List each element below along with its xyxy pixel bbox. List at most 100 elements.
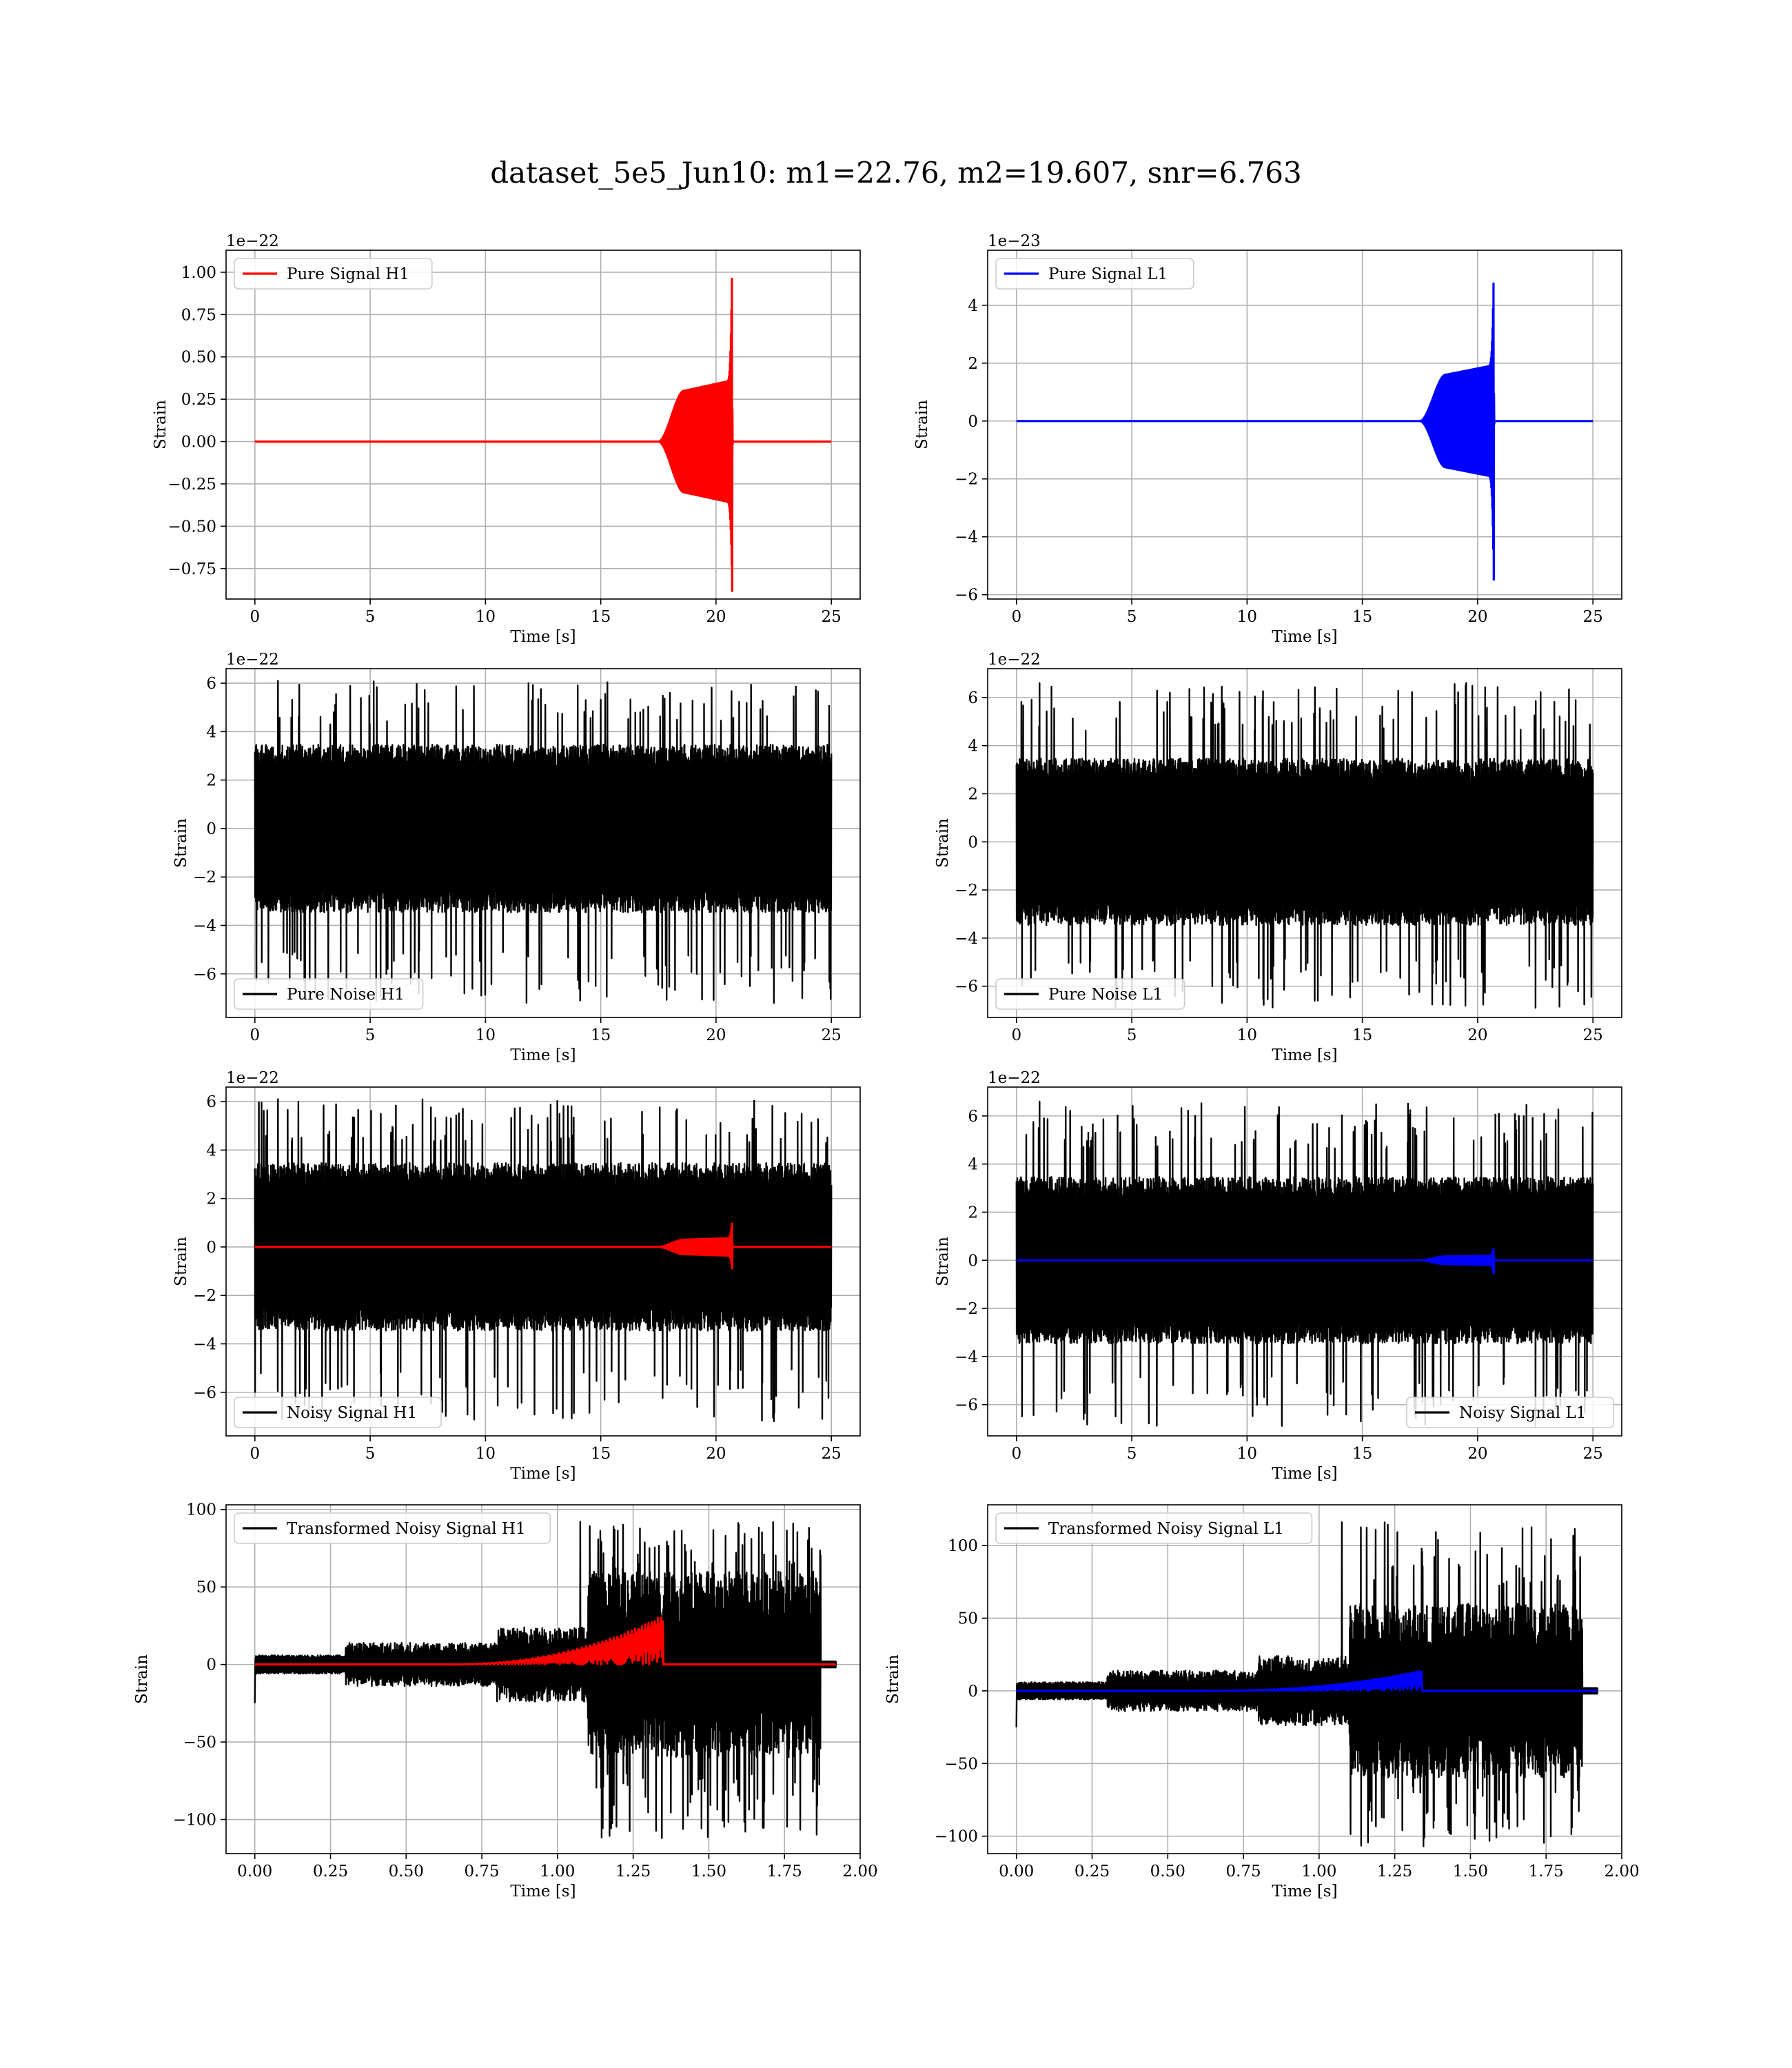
y-tick-label: −100 xyxy=(173,1812,216,1829)
x-tick-label: 15 xyxy=(1352,608,1372,626)
y-tick-label: −4 xyxy=(955,1348,978,1366)
y-tick-label: 4 xyxy=(968,738,978,756)
x-axis-label: Time [s] xyxy=(510,1465,576,1483)
y-tick-label: 6 xyxy=(968,1108,978,1126)
x-tick-label: 20 xyxy=(706,608,726,626)
x-tick-label: 5 xyxy=(365,608,376,626)
axis-offset-text: 1e−22 xyxy=(988,1069,1041,1087)
y-tick-label: 2 xyxy=(968,785,978,803)
y-axis-label: Strain xyxy=(913,400,931,449)
legend-entry: Pure Signal L1 xyxy=(1048,265,1168,283)
x-tick-label: 0 xyxy=(1011,1026,1021,1044)
series-line-noisy-signal-h1 xyxy=(254,1098,833,1423)
x-tick-label: 10 xyxy=(1237,1026,1257,1044)
x-tick-label: 0.00 xyxy=(237,1863,272,1881)
x-axis-label: Time [s] xyxy=(510,628,576,646)
axis-offset-text: 1e−22 xyxy=(226,232,279,250)
x-tick-label: 10 xyxy=(476,1445,496,1463)
figure-title: dataset_5e5_Jun10: m1=22.76, m2=19.607, … xyxy=(490,156,1302,190)
x-tick-label: 25 xyxy=(1583,1445,1603,1463)
legend: Transformed Noisy Signal L1 xyxy=(995,1512,1313,1544)
x-tick-label: 25 xyxy=(822,1445,842,1463)
x-tick-label: 1.50 xyxy=(1453,1863,1488,1881)
axes-frame xyxy=(987,250,1622,600)
x-tick-label: 20 xyxy=(1467,608,1487,626)
y-axis-label: Strain xyxy=(172,1237,190,1286)
series-line-transformed-noisy-signal-l1 xyxy=(1015,1521,1599,1847)
x-tick-label: 1.25 xyxy=(615,1863,651,1881)
y-tick-label: −100 xyxy=(935,1828,978,1846)
x-axis-label: Time [s] xyxy=(510,1046,576,1064)
y-tick-label: 0 xyxy=(968,1252,978,1270)
x-tick-label: 20 xyxy=(1467,1026,1487,1044)
y-tick-label: 2 xyxy=(206,1190,216,1208)
y-axis-label: Strain xyxy=(934,1237,952,1286)
pure-signal-h1-subplot: 0 5 10 15 20 25 −0.75 −0.50 −0.25 0.00 0.25 0.50 0.7… xyxy=(152,232,861,646)
y-tick-label: −4 xyxy=(955,930,978,948)
y-tick-label: 0.75 xyxy=(181,306,216,324)
axis-offset-text: 1e−22 xyxy=(226,1069,279,1087)
legend-box xyxy=(234,258,433,290)
series-line-transformed-noisy-signal-h1-overlay xyxy=(254,1616,837,1666)
y-tick-label: −0.25 xyxy=(168,476,216,494)
axis-offset-text: 1e−22 xyxy=(226,651,279,669)
y-tick-label: 0.50 xyxy=(181,349,216,367)
x-tick-label: 25 xyxy=(822,1026,842,1044)
x-tick-label: 5 xyxy=(1127,608,1137,626)
axes-frame xyxy=(225,668,861,1018)
legend-box xyxy=(234,978,424,1010)
x-axis-label: Time [s] xyxy=(1272,628,1337,646)
x-tick-label: 25 xyxy=(1583,608,1603,626)
legend-entry: Pure Noise L1 xyxy=(1048,986,1163,1004)
x-tick-label: 15 xyxy=(1352,1445,1372,1463)
legend: Pure Signal H1 xyxy=(234,258,433,290)
series-line-transformed-noisy-signal-h1 xyxy=(254,1521,837,1839)
x-tick-label: 5 xyxy=(365,1445,376,1463)
series-line-pure-noise-h1 xyxy=(254,680,833,1004)
series-line-noisy-signal-l1-overlay xyxy=(1015,1248,1594,1275)
y-tick-label: 0.25 xyxy=(181,391,216,409)
x-tick-label: 0 xyxy=(1011,1445,1021,1463)
legend-box xyxy=(234,1512,551,1544)
y-tick-label: 6 xyxy=(968,689,978,707)
x-tick-label: 10 xyxy=(1237,608,1257,626)
axes-frame xyxy=(225,250,861,600)
y-tick-label: 100 xyxy=(948,1537,978,1555)
y-tick-label: −6 xyxy=(955,978,978,996)
x-tick-label: 0.75 xyxy=(464,1863,499,1881)
y-axis-label: Strain xyxy=(934,818,952,868)
x-tick-label: 0.50 xyxy=(1150,1863,1185,1881)
x-tick-label: 25 xyxy=(822,608,842,626)
legend: Transformed Noisy Signal H1 xyxy=(234,1512,551,1544)
series-line-transformed-noisy-signal-l1-overlay xyxy=(1015,1670,1598,1692)
legend-entry: Noisy Signal H1 xyxy=(287,1404,417,1422)
x-tick-label: 1.00 xyxy=(1301,1863,1336,1881)
axes-frame xyxy=(987,1504,1622,1854)
y-tick-label: 4 xyxy=(206,1142,216,1159)
legend: Noisy Signal L1 xyxy=(1406,1397,1614,1428)
x-tick-label: 0 xyxy=(250,608,260,626)
legend: Noisy Signal H1 xyxy=(234,1397,442,1428)
legend: Pure Noise H1 xyxy=(234,978,424,1010)
y-tick-label: −2 xyxy=(955,882,978,900)
legend-box xyxy=(995,978,1185,1010)
legend-box xyxy=(995,1512,1313,1544)
y-axis-label: Strain xyxy=(152,400,170,449)
transformed-noisy-signal-l1-subplot: 0.00 0.25 0.50 0.75 1.00 1.25 1.50 1.75 2.00 −100… xyxy=(884,1504,1640,1900)
x-tick-label: 1.50 xyxy=(691,1863,726,1881)
y-tick-label: 0 xyxy=(206,1656,216,1674)
y-axis-label: Strain xyxy=(884,1654,902,1704)
y-tick-label: 0 xyxy=(968,833,978,851)
y-tick-label: −4 xyxy=(193,1335,216,1353)
y-tick-label: 6 xyxy=(206,1093,216,1111)
x-tick-label: 0.00 xyxy=(999,1863,1034,1881)
x-tick-label: 5 xyxy=(1127,1026,1137,1044)
y-tick-label: −6 xyxy=(193,1384,216,1402)
x-tick-label: 10 xyxy=(476,1026,496,1044)
x-tick-label: 1.25 xyxy=(1377,1863,1412,1881)
x-tick-label: 2.00 xyxy=(1604,1863,1639,1881)
legend-box xyxy=(1406,1397,1614,1428)
y-tick-label: 0 xyxy=(968,413,978,431)
y-tick-label: −50 xyxy=(183,1734,216,1752)
